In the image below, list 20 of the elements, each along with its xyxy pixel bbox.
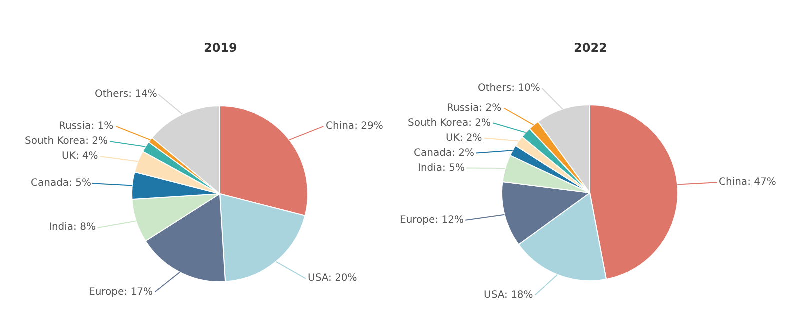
chart-title: 2019: [204, 41, 238, 55]
slice-label: USA: 18%: [484, 290, 534, 301]
slice-label: UK: 4%: [62, 151, 98, 162]
slice-label: India: 5%: [418, 163, 465, 174]
slice-label: Russia: 1%: [59, 121, 114, 132]
slice-label: USA: 20%: [308, 273, 358, 284]
slice-label: South Korea: 2%: [408, 118, 492, 129]
chart-title: 2022: [574, 41, 608, 55]
slice-label: Europe: 17%: [89, 287, 153, 298]
slice-label: UK: 2%: [446, 133, 482, 144]
slice-label: China: 47%: [719, 177, 776, 188]
slice-label: South Korea: 2%: [25, 136, 108, 147]
slice-label: China: 29%: [326, 121, 384, 132]
slice-label: Canada: 5%: [31, 178, 92, 189]
slice-label: Others: 10%: [478, 83, 540, 94]
slice-label: Europe: 12%: [400, 215, 464, 226]
slice-label: Canada: 2%: [414, 148, 474, 159]
slice-label: Others: 14%: [95, 89, 158, 100]
slice-label: Russia: 2%: [447, 103, 502, 114]
slice-label: India: 8%: [49, 222, 96, 233]
